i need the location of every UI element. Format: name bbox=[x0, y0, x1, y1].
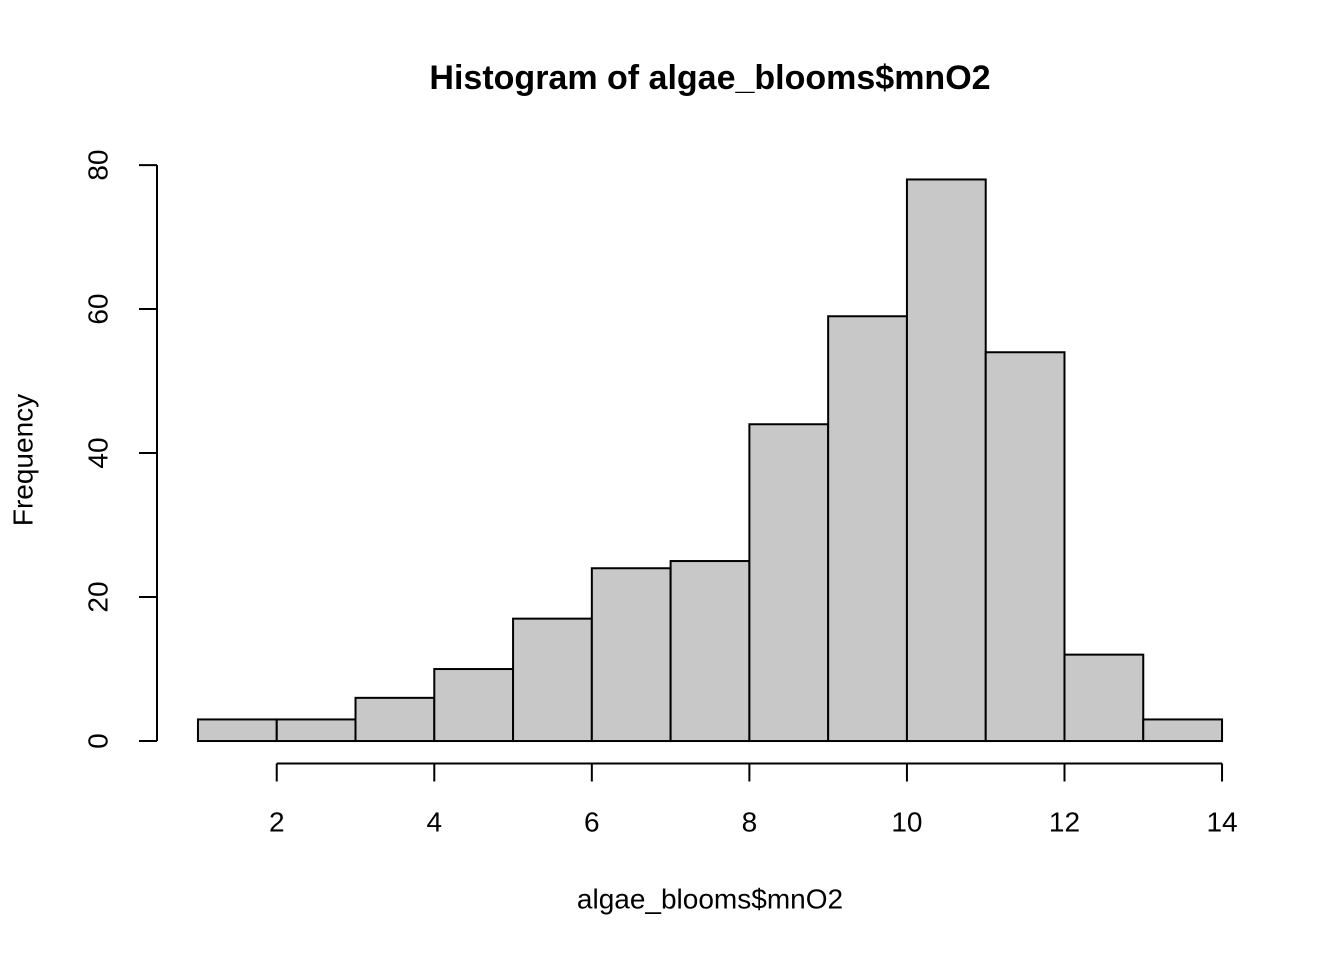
bar bbox=[748, 423, 830, 743]
bar bbox=[905, 178, 987, 743]
x-axis-label: algae_blooms$mnO2 bbox=[577, 883, 843, 914]
y-tick-label: 0 bbox=[82, 733, 113, 749]
y-tick-label: 60 bbox=[82, 293, 113, 324]
bar bbox=[512, 617, 593, 743]
bar bbox=[433, 668, 515, 743]
bar bbox=[1063, 653, 1145, 743]
bar bbox=[984, 351, 1066, 743]
y-tick-label: 20 bbox=[82, 581, 113, 612]
x-tick-label: 6 bbox=[584, 806, 600, 837]
x-tick-label: 8 bbox=[742, 806, 758, 837]
chart-title: Histogram of algae_blooms$mnO2 bbox=[429, 59, 990, 97]
y-tick-label: 80 bbox=[82, 149, 113, 180]
x-tick-label: 2 bbox=[269, 806, 285, 837]
x-tick-label: 4 bbox=[426, 806, 442, 837]
bar bbox=[827, 315, 908, 743]
bar bbox=[354, 696, 436, 743]
bar bbox=[275, 718, 357, 743]
bar bbox=[669, 560, 751, 743]
x-tick-label: 14 bbox=[1206, 806, 1237, 837]
x-tick-label: 10 bbox=[891, 806, 922, 837]
x-tick-label: 12 bbox=[1049, 806, 1080, 837]
bar bbox=[196, 718, 278, 743]
bar bbox=[590, 567, 672, 743]
bar bbox=[1142, 718, 1224, 743]
y-tick-label: 40 bbox=[82, 437, 113, 468]
y-axis-label: Frequency bbox=[7, 394, 38, 526]
